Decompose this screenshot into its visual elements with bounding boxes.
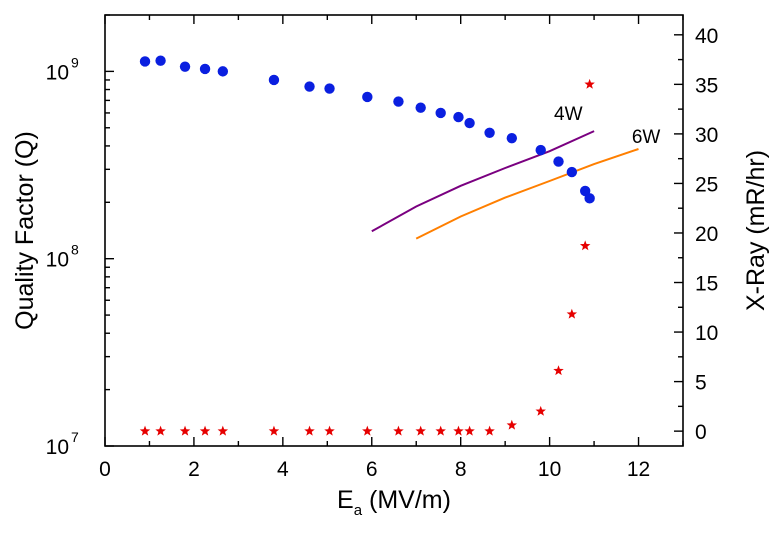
q-point: [535, 144, 546, 156]
xray-point: [435, 425, 446, 436]
q-point: [553, 156, 564, 167]
x-tick-label: 8: [455, 458, 467, 481]
q-point: [155, 55, 166, 66]
q-point: [393, 96, 404, 107]
y-right-tick-label: 0: [695, 421, 707, 444]
y-right-tick-label: 30: [695, 124, 718, 147]
xray-point: [393, 425, 404, 436]
y-right-tick-label: 20: [695, 223, 718, 246]
x-axis-label: Ea (MV/m): [337, 486, 451, 519]
x-tick-label: 6: [366, 458, 378, 481]
y-left-tick-label: 10: [46, 61, 69, 84]
y-left-tick-exponent: 8: [71, 242, 79, 258]
xray-point: [139, 425, 151, 436]
xray-point: [268, 425, 280, 436]
xray-point: [579, 240, 591, 251]
xray-point: [415, 425, 426, 436]
xray-point: [179, 425, 191, 436]
curve-label-4w: 4W: [554, 104, 583, 125]
x-tick-label: 0: [99, 458, 111, 481]
q-point: [584, 193, 595, 204]
curves-layer: 4W 6W: [371, 104, 661, 240]
y-left-tick-exponent: 9: [71, 54, 79, 70]
q-point: [566, 166, 578, 178]
q-point: [435, 107, 446, 119]
y-right-tick-label: 15: [695, 273, 718, 296]
y-right-tick-label: 25: [695, 173, 718, 196]
q-point: [324, 83, 335, 94]
xray-point: [535, 405, 546, 416]
xray-point: [453, 425, 464, 436]
q-point: [139, 56, 151, 67]
x-tick-label: 4: [277, 458, 289, 481]
xray-point: [155, 425, 166, 436]
y-left-tick-label: 10: [46, 249, 69, 272]
y-right-tick-label: 10: [695, 322, 718, 345]
xray-point: [217, 425, 229, 436]
xray-point: [553, 365, 564, 376]
plot-frame: [104, 14, 684, 447]
x-tick-label: 12: [627, 458, 650, 481]
q-point: [199, 63, 211, 75]
xray-point: [324, 425, 335, 436]
curve-label-6w: 6W: [632, 127, 661, 148]
y-right-axis-label: X-Ray (mR/hr): [742, 150, 770, 311]
q-point: [453, 111, 464, 123]
y-right-tick-label: 40: [695, 25, 718, 48]
axis-labels: Ea (MV/m) Quality Factor (Q) X-Ray (mR/hr): [11, 131, 770, 519]
y-right-tick-label: 5: [695, 372, 707, 395]
y-right-tick-label: 35: [695, 74, 718, 97]
q-point: [268, 74, 280, 86]
points-layer: [139, 55, 595, 436]
plot-border: [104, 14, 684, 447]
x-tick-label: 2: [188, 458, 200, 481]
xray-point: [506, 419, 518, 430]
y-left-tick-exponent: 7: [71, 429, 79, 445]
xray-point: [304, 425, 315, 436]
y-left-tick-label: 10: [46, 436, 69, 459]
q-point: [217, 66, 229, 77]
curve-4w: [371, 130, 595, 233]
xray-point: [484, 425, 495, 436]
q-point: [415, 102, 426, 113]
q-point: [179, 61, 191, 72]
q-point: [464, 117, 475, 129]
curve-6w: [415, 148, 639, 240]
y-left-axis-label: Quality Factor (Q): [11, 131, 39, 330]
q-point: [506, 132, 518, 144]
xray-point: [199, 425, 211, 436]
x-tick-label: 10: [538, 458, 561, 481]
xray-point: [566, 308, 578, 319]
q-point: [484, 127, 495, 139]
x-axis: 0 2 4 6 8 10 12: [99, 15, 684, 481]
q-point: [362, 91, 373, 103]
y-right-axis: 0 5 10 15 20 25 30 35 40: [674, 25, 718, 444]
xray-point: [362, 425, 373, 436]
q-point: [304, 81, 315, 92]
xray-point: [584, 78, 595, 89]
xray-point: [464, 425, 475, 436]
